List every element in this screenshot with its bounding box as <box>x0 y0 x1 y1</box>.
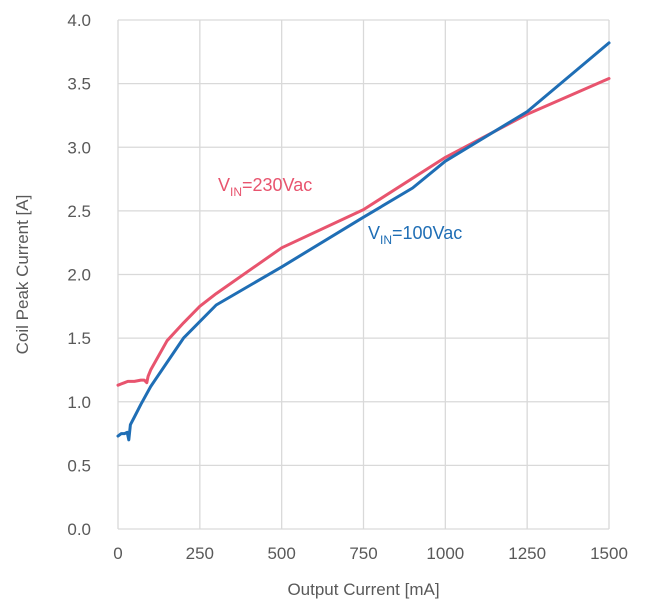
x-tick-label: 500 <box>267 544 295 563</box>
series-label-230vac: VIN=230Vac <box>218 175 312 199</box>
x-tick-label: 750 <box>349 544 377 563</box>
series-label-230vac-rest: =230Vac <box>242 175 312 195</box>
y-tick-label: 2.0 <box>67 266 91 285</box>
y-tick-label: 1.0 <box>67 393 91 412</box>
grid <box>117 19 610 530</box>
y-tick-label: 0.0 <box>67 520 91 539</box>
series-label-100vac-sub: IN <box>380 233 392 247</box>
series-lines <box>116 41 611 442</box>
x-axis-label: Output Current [mA] <box>287 580 439 599</box>
series-line-100vac <box>116 41 611 442</box>
y-axis-label: Coil Peak Current [A] <box>13 195 32 355</box>
series-label-230vac-sub: IN <box>230 185 242 199</box>
series-label-100vac-main: V <box>368 223 380 243</box>
y-tick-label: 4.0 <box>67 11 91 30</box>
series-label-230vac-main: V <box>218 175 230 195</box>
y-tick-label: 3.0 <box>67 138 91 157</box>
x-tick-label: 1500 <box>590 544 628 563</box>
series-line-230vac <box>116 77 611 387</box>
x-tick-label: 1000 <box>426 544 464 563</box>
y-tick-label: 0.5 <box>67 456 91 475</box>
axis-ticks: 0 250 500 750 1000 1250 1500 0.0 0.5 1.0 1.5 2.0 2.5… <box>67 11 628 563</box>
y-tick-label: 3.5 <box>67 75 91 94</box>
x-tick-label: 1250 <box>508 544 546 563</box>
y-tick-label: 2.5 <box>67 202 91 221</box>
series-label-100vac-rest: =100Vac <box>392 223 462 243</box>
x-tick-label: 0 <box>113 544 122 563</box>
series-label-100vac: VIN=100Vac <box>368 223 462 247</box>
y-tick-label: 1.5 <box>67 329 91 348</box>
x-tick-label: 250 <box>186 544 214 563</box>
